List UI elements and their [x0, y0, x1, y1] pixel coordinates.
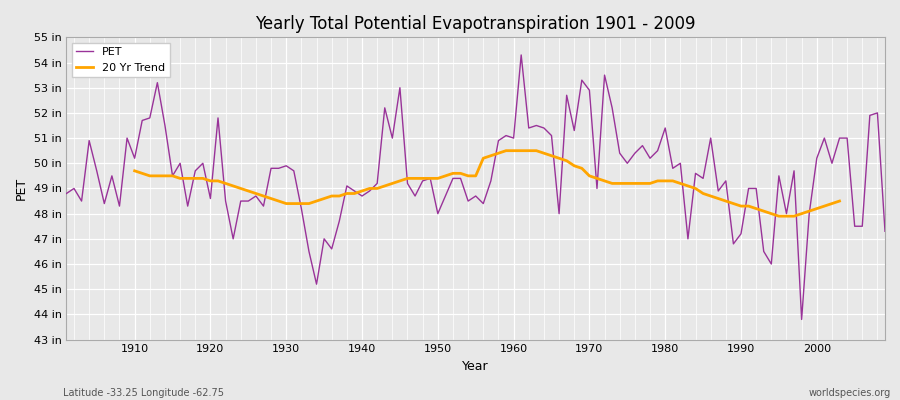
PET [334, 219, 345, 224]
20 Yr Trend [834, 199, 845, 204]
PET [508, 136, 519, 140]
20 Yr Trend [250, 191, 261, 196]
PET [607, 106, 617, 110]
Title: Yearly Total Potential Evapotranspiration 1901 - 2009: Yearly Total Potential Evapotranspiratio… [256, 15, 696, 33]
PET [500, 133, 511, 138]
PET [516, 52, 526, 57]
Line: PET: PET [67, 55, 885, 320]
20 Yr Trend [130, 168, 140, 173]
PET [61, 191, 72, 196]
PET [288, 168, 299, 173]
X-axis label: Year: Year [463, 360, 489, 373]
PET [879, 229, 890, 234]
PET [796, 317, 807, 322]
Text: worldspecies.org: worldspecies.org [809, 388, 891, 398]
Text: Latitude -33.25 Longitude -62.75: Latitude -33.25 Longitude -62.75 [63, 388, 224, 398]
20 Yr Trend [500, 148, 511, 153]
20 Yr Trend [425, 176, 436, 181]
Legend: PET, 20 Yr Trend: PET, 20 Yr Trend [72, 43, 169, 77]
Y-axis label: PET: PET [15, 177, 28, 200]
Line: 20 Yr Trend: 20 Yr Trend [135, 151, 840, 216]
20 Yr Trend [402, 176, 413, 181]
PET [122, 136, 132, 140]
20 Yr Trend [668, 178, 679, 183]
20 Yr Trend [562, 158, 572, 163]
20 Yr Trend [311, 199, 322, 204]
20 Yr Trend [773, 214, 784, 218]
